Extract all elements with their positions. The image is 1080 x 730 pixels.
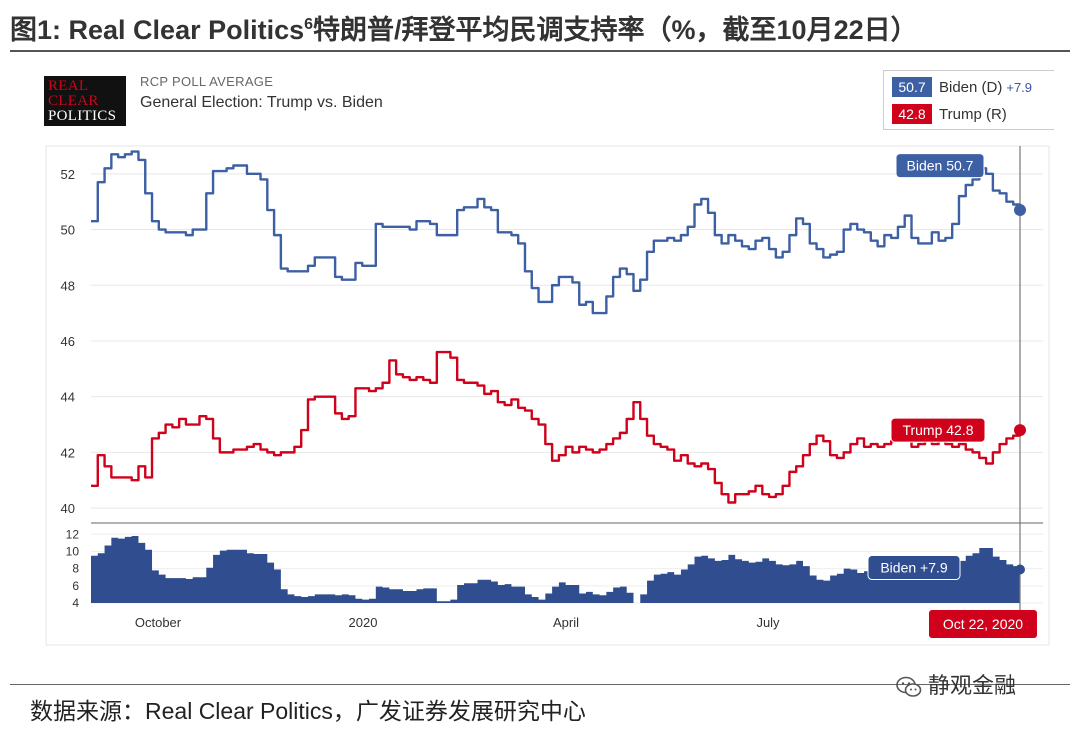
spread-callout-tag: [867, 555, 961, 581]
logo-line-politics: POLITICS: [48, 108, 117, 124]
x-tick-label: 2020: [349, 615, 378, 630]
spread-tick-label: 6: [72, 579, 79, 593]
y-tick-label: 48: [61, 278, 75, 293]
figure-title-rest: 特朗普/拜登平均民调支持率（%，截至10月22日）: [313, 15, 918, 45]
footer-divider: [10, 684, 1070, 685]
spread-end-marker: [1015, 564, 1025, 575]
spread-tick-label: 12: [66, 527, 80, 541]
legend-item-trump[interactable]: 42.8 Trump (R): [892, 103, 1007, 125]
trump-end-marker: [1014, 424, 1026, 437]
biden-callout-label: Biden 50.7: [907, 158, 974, 174]
y-tick-label: 52: [61, 167, 75, 182]
x-tick-label: July: [756, 615, 780, 630]
y-tick-label: 40: [61, 501, 75, 516]
date-tag-label: Oct 22, 2020: [943, 616, 1023, 632]
header-title: General Election: Trump vs. Biden: [140, 94, 383, 111]
spread-tick-label: 10: [66, 544, 80, 558]
y-tick-label: 44: [61, 390, 75, 405]
trump-callout-tag: [890, 417, 986, 443]
spread-area: [91, 536, 1020, 603]
legend-biden-spread: +7.9: [1006, 79, 1033, 95]
header-subtitle: RCP POLL AVERAGE: [140, 74, 274, 89]
logo-line-clear: CLEAR: [48, 93, 99, 109]
watermark-text: 静观金融: [928, 673, 1017, 698]
date-tag: [929, 610, 1037, 638]
y-tick-label: 42: [61, 445, 75, 460]
figure-title-prefix: 图1:: [10, 15, 69, 45]
legend-trump-label: Trump (R): [939, 105, 1007, 123]
watermark: 静观金融: [896, 668, 1016, 700]
legend-biden-value: 50.7: [892, 77, 932, 97]
series-line-biden: [91, 150, 1022, 315]
y-tick-label: 46: [61, 334, 75, 349]
y-tick-label: 50: [61, 223, 75, 238]
spread-callout-label: Biden +7.9: [880, 560, 948, 576]
logo-line-real: REAL: [48, 78, 89, 94]
legend-trump-value: 42.8: [892, 104, 932, 124]
chart-legend: 50.7 Biden (D) +7.9 42.8 Trump (R): [883, 70, 1054, 130]
title-divider: [10, 50, 1070, 52]
figure-title-main: Real Clear Politics: [68, 15, 305, 45]
source-note: 数据来源：Real Clear Politics，广发证券发展研究中心: [30, 698, 586, 724]
biden-end-marker: [1014, 204, 1026, 217]
x-tick-label: October: [135, 615, 182, 630]
rcp-logo: REAL CLEAR POLITICS: [44, 76, 126, 126]
footnote-mark: 6: [304, 16, 314, 33]
figure-title: 图1: Real Clear Politics6特朗普/拜登平均民调支持率（%，…: [10, 8, 918, 47]
trump-callout-label: Trump 42.8: [902, 422, 973, 438]
wechat-icon: [896, 676, 922, 697]
series-line-trump: [91, 350, 1022, 504]
x-tick-label: April: [553, 615, 579, 630]
biden-callout-tag: [895, 153, 985, 179]
spread-tick-label: 8: [72, 562, 79, 576]
spread-tick-label: 4: [72, 596, 79, 610]
legend-biden-label: Biden (D): [939, 78, 1003, 96]
legend-item-biden[interactable]: 50.7 Biden (D) +7.9: [892, 76, 1032, 98]
